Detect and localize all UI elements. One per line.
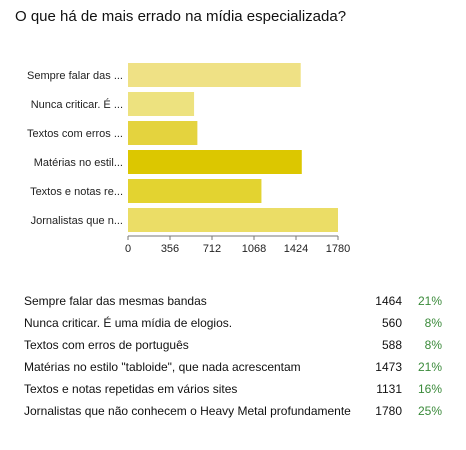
result-percent: 21% — [417, 360, 442, 374]
x-tick-label-2: 712 — [203, 243, 221, 255]
result-row: Textos com erros de português 588 8% — [24, 334, 442, 356]
result-label: Textos e notas repetidas em vários sites — [24, 382, 238, 396]
result-row: Sempre falar das mesmas bandas 1464 21% — [24, 290, 442, 312]
x-axis: 0 356 712 1068 1424 1780 — [125, 235, 350, 255]
bar-5 — [128, 179, 262, 203]
result-row: Nunca criticar. É uma mídia de elogios. 5… — [24, 312, 442, 334]
category-label-3: Textos com erros ... — [27, 128, 123, 140]
bar-1 — [128, 63, 301, 87]
result-label: Matérias no estilo "tabloide", que nada … — [24, 360, 301, 374]
result-row: Jornalistas que não conhecem o Heavy Met… — [24, 400, 442, 422]
result-percent: 25% — [417, 404, 442, 418]
result-count: 588 — [381, 338, 402, 352]
result-percent: 16% — [417, 382, 442, 396]
result-count: 1780 — [375, 404, 402, 418]
bar-2 — [128, 92, 195, 116]
results-body: Sempre falar das mesmas bandas 1464 21% Nun… — [24, 290, 442, 422]
x-tick-label-5: 1780 — [326, 243, 350, 255]
result-row: Textos e notas repetidas em vários sites… — [24, 378, 442, 400]
result-label: Textos com erros de português — [24, 338, 189, 352]
category-label-2: Nunca criticar. É ... — [31, 98, 123, 111]
category-label-4: Matérias no estil... — [34, 157, 123, 169]
bars-group — [128, 63, 338, 232]
chart-title: O que há de mais errado na mídia especia… — [15, 8, 347, 25]
result-label: Nunca criticar. É uma mídia de elogios. — [24, 316, 233, 330]
x-tick-label-1: 356 — [161, 243, 179, 255]
results-table: Sempre falar das mesmas bandas 1464 21% Nun… — [24, 290, 442, 422]
bar-3 — [128, 121, 198, 145]
x-tick-label-0: 0 — [125, 243, 131, 255]
result-label: Sempre falar das mesmas bandas — [24, 294, 207, 308]
result-count: 1464 — [375, 294, 402, 308]
result-percent: 21% — [417, 294, 442, 308]
x-tick-label-4: 1424 — [284, 243, 308, 255]
result-percent: 8% — [424, 316, 442, 330]
bar-6 — [128, 208, 338, 232]
category-labels: Sempre falar das ... Nunca criticar. É ..… — [27, 70, 123, 227]
category-label-5: Textos e notas re... — [30, 186, 123, 198]
result-percent: 8% — [424, 338, 442, 352]
bar-4 — [128, 150, 302, 174]
x-tick-label-3: 1068 — [242, 243, 266, 255]
result-label: Jornalistas que não conhecem o Heavy Met… — [24, 404, 351, 418]
result-count: 1473 — [375, 360, 402, 374]
category-label-1: Sempre falar das ... — [27, 70, 123, 82]
result-count: 1131 — [376, 382, 402, 396]
result-count: 560 — [381, 316, 402, 330]
category-label-6: Jornalistas que n... — [31, 215, 123, 227]
bar-chart: Sempre falar das ... Nunca criticar. É ..… — [27, 63, 350, 255]
result-row: Matérias no estilo "tabloide", que nada … — [24, 356, 442, 378]
